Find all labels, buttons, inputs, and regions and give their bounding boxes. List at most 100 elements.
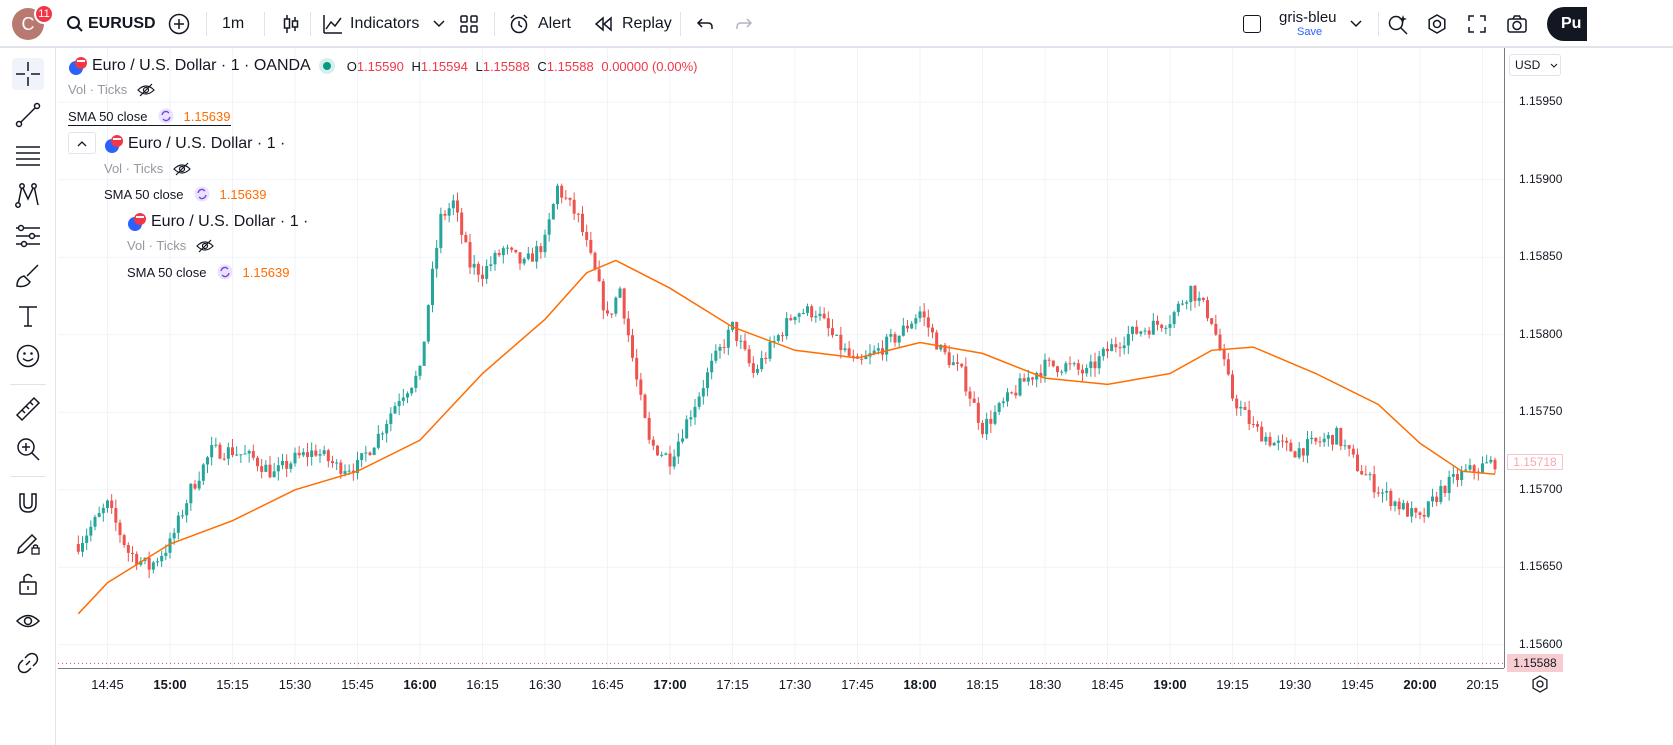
stay-in-drawing-mode-tool[interactable] [12,527,44,559]
trend-line-tool[interactable] [12,99,44,131]
volume-legend[interactable]: Vol · Ticks [68,82,156,97]
layout-menu-button[interactable] [1350,0,1362,48]
publish-button[interactable]: Pu [1547,7,1587,41]
candle-body [410,387,414,394]
candle-body [1072,363,1076,365]
link-tool[interactable] [12,647,44,679]
candle-body [1176,303,1180,313]
chart-type-button[interactable] [280,0,302,48]
candle-body [1251,423,1255,425]
price-scale[interactable]: USD 1.15600 1.15650 1.15700 1.15750 1.15800 1… [1504,48,1673,673]
prediction-tool[interactable] [12,220,44,252]
candle-body [135,553,139,565]
time-scale-settings-button[interactable] [1530,674,1550,694]
sma-legend-copy[interactable]: SMA 50 close 1.15639 [127,264,290,280]
candle-body [472,263,476,268]
candle-body [631,335,634,358]
settings-button[interactable] [1426,0,1448,48]
last-price-value: 1.15588 [1513,656,1557,671]
time-tick-label: 18:30 [1028,677,1062,692]
refresh-icon[interactable] [217,264,233,280]
sma-line [77,259,1496,615]
replay-button[interactable]: Replay [594,0,672,48]
price-chart[interactable] [58,48,1504,668]
collapse-legend-button[interactable] [68,132,96,154]
interval-label: 1m [222,15,245,32]
candle-body [643,394,647,418]
quick-search-button[interactable] [1387,0,1409,48]
candle-body [1185,302,1189,304]
time-tick-label: 20:00 [1403,677,1437,692]
chart-pane[interactable]: Euro / U.S. Dollar · 1 · OANDA O1.15590 … [58,48,1504,668]
currency-select[interactable]: USD [1509,54,1561,76]
candle-body [156,561,159,563]
layout-name-button[interactable]: gris-bleu Save [1279,0,1337,48]
candle-body [826,318,830,329]
undo-icon [696,18,713,29]
candle-body [81,542,84,552]
symbol-search-button[interactable]: EURUSD [66,0,156,48]
sma-legend[interactable]: SMA 50 close 1.15639 [68,108,231,126]
candle-body [760,357,764,370]
candle-body [1406,503,1409,517]
templates-button[interactable] [459,0,479,48]
ohlc-values: O1.15590 H1.15594 L1.15588 C1.15588 0.00… [347,59,698,74]
sma-legend-copy[interactable]: SMA 50 close 1.15639 [104,186,267,202]
candle-body [539,246,543,253]
crosshair-tool[interactable] [12,58,44,90]
candle-body [685,419,689,439]
eye-hidden-icon[interactable] [196,239,215,253]
toolbar-divider [10,384,46,385]
candle-body [1368,474,1372,476]
fullscreen-button[interactable] [1467,0,1487,48]
time-scale[interactable]: 14:45 15:00 15:15 15:30 15:45 16:00 16:15 16:30… [58,668,1504,698]
magnet-tool[interactable] [12,486,44,518]
brush-tool[interactable] [12,260,44,292]
last-price-label: 1.15588 [1507,654,1563,673]
candle-body [110,500,114,508]
candle-body [635,357,639,380]
eye-hidden-icon[interactable] [173,162,192,176]
candle-body [839,334,843,351]
price-tick-label: 1.15950 [1519,94,1563,109]
emoji-tool[interactable] [12,340,44,372]
lock-drawings-tool[interactable] [12,567,44,599]
candle-body [439,213,443,248]
price-tick-label: 1.15600 [1519,636,1563,651]
refresh-icon[interactable] [158,108,174,124]
candle-body [964,366,968,392]
time-tick-label: 17:45 [841,677,874,692]
candle-body [989,418,993,424]
alert-button[interactable]: Alert [508,0,571,48]
eye-hidden-icon[interactable] [137,83,156,97]
time-tick-label: 19:00 [1153,677,1187,692]
volume-legend-copy[interactable]: Vol · Ticks [127,238,215,253]
text-tool[interactable] [12,300,44,332]
candle-body [93,516,97,527]
sma-label: SMA 50 close [104,186,184,202]
zoom-in-tool[interactable] [12,433,44,465]
indicators-button[interactable]: Indicators [322,0,445,48]
candle-body [114,507,118,523]
candle-body [172,532,176,539]
redo-button[interactable] [735,0,753,48]
main-legend-copy[interactable]: Euro / U.S. Dollar · 1 · [104,134,285,154]
candle-body [381,433,384,435]
hide-drawings-tool[interactable] [12,605,44,637]
candle-body [1085,368,1089,374]
pattern-tool[interactable] [12,179,44,211]
compare-symbol-button[interactable] [168,0,190,48]
layout-checkbox[interactable] [1243,0,1261,48]
ruler-tool[interactable] [12,393,44,425]
undo-button[interactable] [696,0,714,48]
volume-legend-copy[interactable]: Vol · Ticks [104,161,192,176]
interval-button[interactable]: 1m [222,0,244,48]
symbol-title: Euro / U.S. Dollar · 1 · OANDA [92,57,311,74]
horizontal-lines-tool[interactable] [12,139,44,171]
candle-body [526,253,530,259]
snapshot-button[interactable] [1506,0,1528,48]
refresh-icon[interactable] [194,186,210,202]
main-legend-copy[interactable]: Euro / U.S. Dollar · 1 · [127,212,308,232]
candle-body [422,341,426,366]
main-legend[interactable]: Euro / U.S. Dollar · 1 · OANDA O1.15590 … [68,56,697,76]
